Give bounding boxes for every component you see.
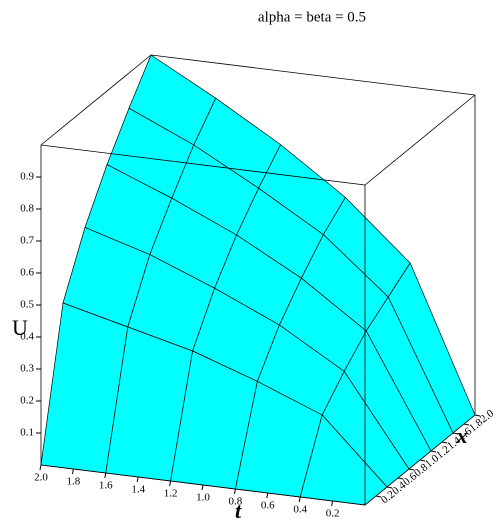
- t-tick: [298, 496, 301, 503]
- x-tick: [408, 468, 415, 471]
- z-axis-label: U: [12, 315, 28, 340]
- t-tick: [233, 488, 236, 495]
- t-tick: [39, 464, 42, 471]
- z-tick-label: 0.2: [20, 395, 34, 407]
- x-tick: [397, 477, 404, 480]
- x-tick: [463, 423, 470, 426]
- box-edge: [364, 94, 476, 186]
- box-edge: [150, 54, 476, 96]
- x-tick: [452, 432, 459, 435]
- box-edge: [40, 54, 152, 146]
- z-tick-label: 0.1: [20, 427, 34, 439]
- box-edge: [40, 144, 366, 186]
- t-tick-label: 0.2: [326, 508, 340, 520]
- t-tick-label: 1.6: [99, 480, 113, 492]
- t-tick: [331, 500, 334, 507]
- x-tick: [375, 495, 382, 498]
- x-tick: [474, 414, 481, 417]
- t-tick: [71, 468, 74, 475]
- z-tick-label: 0.4: [20, 331, 34, 343]
- z-tick-label: 0.3: [20, 363, 34, 375]
- x-tick: [419, 459, 426, 462]
- z-tick-label: 0.5: [20, 299, 34, 311]
- t-tick-label: 0.8: [229, 496, 243, 508]
- t-axis-label: t: [235, 498, 242, 523]
- t-tick-label: 1.0: [196, 492, 210, 504]
- t-tick-label: 0.4: [293, 504, 307, 516]
- z-tick-label: 0.7: [20, 235, 34, 247]
- z-tick-label: 0.6: [20, 267, 34, 279]
- chart-title: alpha = beta = 0.5: [258, 9, 366, 25]
- z-tick-label: 0.9: [20, 171, 34, 183]
- x-tick: [430, 450, 437, 453]
- x-axis-label: x: [456, 423, 468, 448]
- t-tick-label: 1.8: [67, 476, 81, 488]
- t-tick: [104, 472, 107, 479]
- t-tick-label: 2.0: [34, 472, 48, 484]
- t-tick-label: 1.4: [131, 484, 145, 496]
- t-tick-label: 1.2: [164, 488, 178, 500]
- z-tick-label: 0.8: [20, 203, 34, 215]
- x-tick: [441, 441, 448, 444]
- x-tick: [386, 486, 393, 489]
- t-tick: [169, 480, 172, 487]
- t-tick: [201, 484, 204, 491]
- t-tick: [136, 476, 139, 483]
- t-tick-label: 0.6: [261, 500, 275, 512]
- t-tick: [266, 492, 269, 499]
